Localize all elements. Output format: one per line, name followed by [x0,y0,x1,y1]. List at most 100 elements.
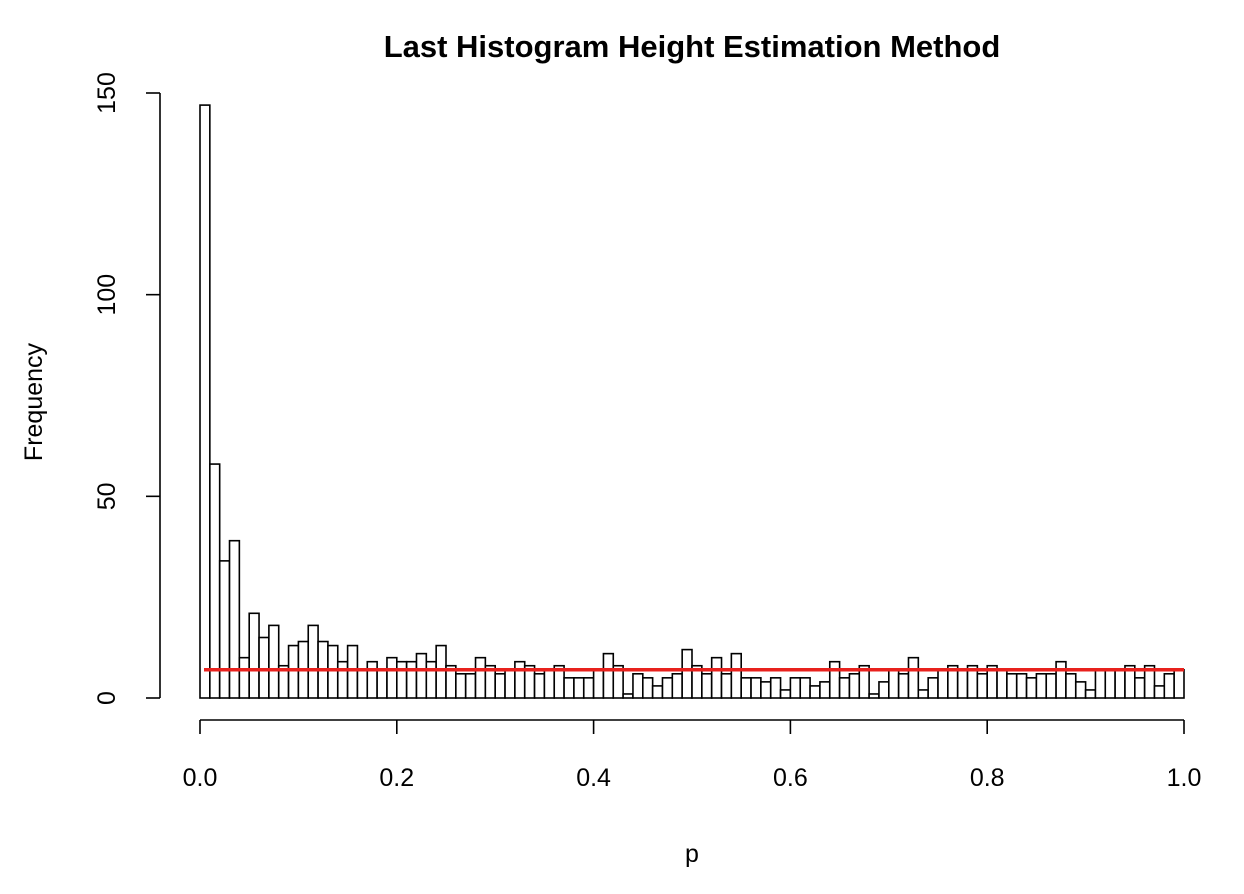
x-tick-label: 1.0 [1167,764,1202,792]
histogram-bar [671,672,683,699]
histogram-bar [543,668,556,699]
histogram-bar [218,560,231,699]
histogram-bar [1035,672,1048,699]
bars-group [199,104,1185,699]
histogram-bar [651,685,664,699]
histogram-bar [740,677,752,699]
histogram-bar [533,672,546,699]
histogram-bar [681,648,693,699]
histogram-bar [878,681,890,699]
histogram-bar [327,644,339,699]
histogram-bar [1173,668,1185,699]
histogram-bar [386,656,398,699]
histogram-bar [769,677,782,699]
histogram-bar [582,677,595,699]
histogram-bar [1065,672,1077,699]
histogram-bar [868,693,880,699]
histogram-bar [1094,668,1107,699]
histogram-bar [956,668,969,699]
histogram-bar [858,664,870,699]
y-tick-label: 50 [93,482,121,510]
x-tick-label: 0.2 [379,764,414,792]
histogram-bar [1074,681,1087,699]
histogram-bar [799,677,811,699]
histogram-bar [1134,677,1146,699]
histogram-bar [779,689,792,699]
histogram-bar [287,644,300,699]
histogram-bar [1104,668,1116,699]
x-tick-label: 0.4 [576,764,611,792]
histogram-bar [996,668,1008,699]
histogram-bar [258,636,270,699]
histogram-bar [494,672,506,699]
histogram-bar [730,652,742,699]
histogram-bar [641,677,654,699]
histogram-bar [1055,660,1067,699]
histogram-bar [622,693,634,699]
histogram-bar [937,668,949,699]
x-axis: 0.0 0.2 0.4 0.6 0.8 1.0 [183,719,1202,792]
histogram-bar [238,656,251,699]
histogram-bar [838,677,851,699]
histogram-bar [1006,672,1018,699]
histogram-bar [602,652,615,699]
histogram-bar [592,668,605,699]
x-tick-label: 0.0 [183,764,218,792]
y-tick-label: 0 [93,691,121,705]
chart-title: Last Histogram Height Estimation Method [384,29,1001,64]
histogram-bar [563,677,575,699]
histogram-bar [701,672,713,699]
histogram-bar [887,668,900,699]
x-axis-label: p [685,840,699,868]
histogram-bar [1114,668,1126,699]
histogram-bar [209,463,221,699]
histogram-bar [199,104,211,699]
histogram-bar [1163,672,1175,699]
x-tick-label: 0.8 [970,764,1005,792]
histogram-bar [612,664,624,699]
histogram-bar [789,677,802,699]
histogram-bar [1153,685,1166,699]
histogram-bar [405,660,418,699]
histogram-bar [1084,689,1097,699]
histogram-bar [425,660,437,699]
y-axis-label: Frequency [20,342,48,461]
histogram-bar [356,668,369,699]
y-axis: 0 50 100 150 [93,72,161,705]
histogram-bar [917,689,929,699]
histogram-bar [435,644,447,699]
histogram-bar [750,677,762,699]
histogram-bar [464,672,477,699]
histogram-bar [848,672,861,699]
histogram-bar [573,677,585,699]
histogram-bar [514,660,526,699]
histogram-bar [809,685,821,699]
histogram-bar [336,660,349,699]
histogram-bar [376,668,388,699]
histogram-bar [504,668,516,699]
x-tick-label: 0.6 [773,764,808,792]
histogram-bar [455,672,467,699]
histogram-bar [248,612,260,699]
histogram-bar [819,681,831,699]
y-tick-label: 100 [93,274,121,316]
histogram-bar [395,660,408,699]
histogram-bar [268,624,280,699]
histogram-bar [720,672,733,699]
histogram-bar [1143,664,1156,699]
y-tick-label: 150 [93,72,121,114]
histogram-bar [1025,677,1038,699]
histogram-bar [366,660,378,699]
histogram-bar [828,660,841,699]
histogram-bar [976,672,988,699]
histogram-bar [661,677,674,699]
histogram-bar [474,656,487,699]
histogram-bar [927,677,939,699]
histogram-bar [907,656,920,699]
histogram-bar [760,681,772,699]
histogram-bar [632,672,644,699]
histogram-bar [307,624,319,699]
histogram-bar [710,656,723,699]
histogram-bar [228,539,241,699]
